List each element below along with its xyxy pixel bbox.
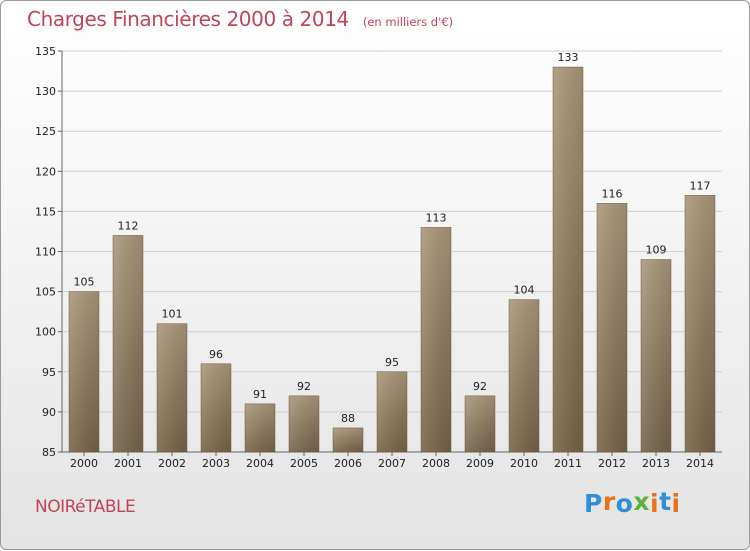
x-tick-label: 2003	[202, 457, 230, 470]
y-tick-label: 115	[35, 205, 56, 218]
y-tick-label: 130	[35, 85, 56, 98]
data-label: 92	[297, 380, 311, 393]
bar-shade	[332, 427, 364, 453]
y-tick-label: 120	[35, 165, 56, 178]
bar-shade	[112, 235, 144, 453]
bar-shade	[420, 227, 452, 453]
data-label: 91	[253, 388, 267, 401]
bar-shade	[244, 403, 276, 453]
bar-shade	[596, 203, 628, 453]
y-tick-label: 135	[35, 45, 56, 58]
bar-shade	[552, 66, 584, 453]
x-tick-label: 2001	[114, 457, 142, 470]
x-tick-label: 2011	[554, 457, 582, 470]
bar-shade	[640, 259, 672, 453]
y-tick-label: 100	[35, 326, 56, 339]
data-label: 112	[118, 219, 139, 232]
title-row: Charges Financières 2000 à 2014 (en milli…	[27, 7, 453, 31]
logo-letter: t	[659, 487, 672, 516]
x-tick-label: 2014	[686, 457, 714, 470]
bar-shade	[200, 363, 232, 453]
x-tick-label: 2008	[422, 457, 450, 470]
x-tick-label: 2000	[70, 457, 98, 470]
town-name: NOIRéTABLE	[35, 497, 136, 517]
x-tick-label: 2007	[378, 457, 406, 470]
bar-shade	[68, 291, 100, 453]
data-label: 92	[473, 380, 487, 393]
data-label: 101	[162, 308, 183, 321]
x-tick-label: 2009	[466, 457, 494, 470]
proxiti-logo[interactable]: Proxiti	[584, 487, 681, 518]
y-tick-label: 125	[35, 125, 56, 138]
chart-subtitle: (en milliers d'€)	[362, 15, 454, 29]
bar-shade	[684, 195, 716, 453]
x-tick-label: 2004	[246, 457, 274, 470]
bar-shade	[288, 395, 320, 453]
logo-letter: i	[671, 489, 681, 518]
y-tick-label: 110	[35, 246, 56, 259]
y-tick-label: 105	[35, 286, 56, 299]
data-label: 117	[690, 179, 711, 192]
y-tick-label: 90	[42, 406, 56, 419]
data-label: 88	[341, 412, 355, 425]
y-tick-label: 95	[42, 366, 56, 379]
x-tick-label: 2005	[290, 457, 318, 470]
data-label: 105	[74, 276, 95, 289]
bar-shade	[376, 371, 408, 453]
bar-shade	[156, 323, 188, 453]
logo-letter: o	[615, 489, 634, 518]
bar-shade	[464, 395, 496, 453]
data-label: 104	[514, 284, 535, 297]
x-tick-label: 2012	[598, 457, 626, 470]
x-tick-label: 2013	[642, 457, 670, 470]
x-tick-label: 2006	[334, 457, 362, 470]
logo-letter: x	[633, 487, 650, 516]
data-label: 95	[385, 356, 399, 369]
data-label: 109	[646, 244, 667, 257]
bar-shade	[508, 299, 540, 453]
x-tick-label: 2010	[510, 457, 538, 470]
data-label: 113	[426, 211, 447, 224]
chart-title: Charges Financières 2000 à 2014	[27, 7, 349, 31]
logo-letter: r	[602, 487, 616, 516]
logo-letter: P	[584, 489, 603, 518]
data-label: 96	[209, 348, 223, 361]
x-tick-label: 2002	[158, 457, 186, 470]
data-label: 133	[558, 51, 579, 64]
logo-letter: i	[650, 489, 660, 518]
y-tick-label: 85	[42, 446, 56, 459]
data-label: 116	[602, 187, 623, 200]
